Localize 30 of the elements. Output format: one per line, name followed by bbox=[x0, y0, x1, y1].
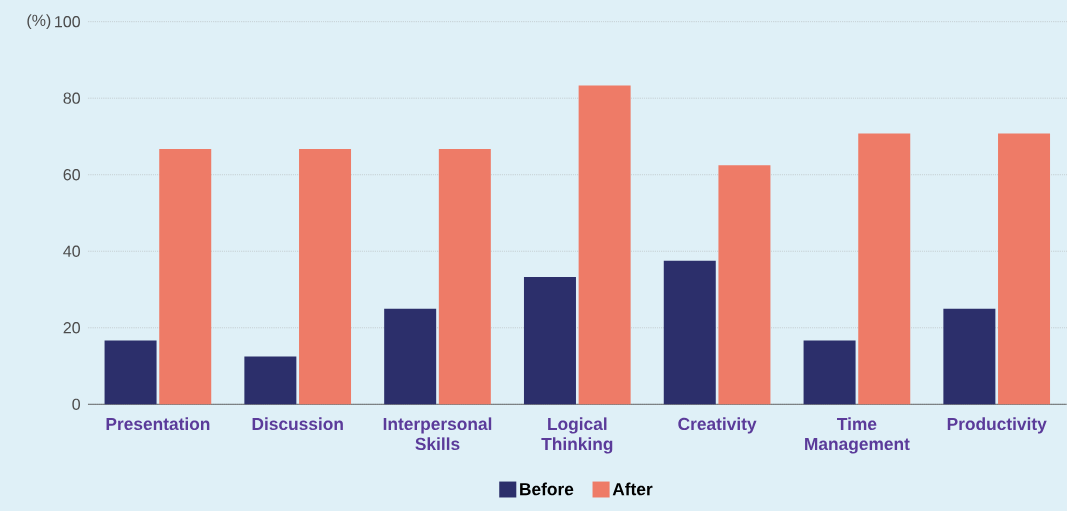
x-tick-label: Discussion bbox=[252, 417, 343, 431]
y-tick-label: 80 bbox=[63, 92, 80, 104]
bar bbox=[718, 165, 771, 405]
bar bbox=[578, 85, 631, 405]
x-tick-label: Presentation bbox=[106, 417, 210, 431]
x-tick-label: Productivity bbox=[947, 417, 1047, 434]
bar bbox=[858, 133, 911, 405]
x-tick-label: Interpersonal Skills bbox=[383, 417, 492, 451]
bar bbox=[663, 260, 716, 405]
legend-label: Before bbox=[520, 482, 574, 496]
bar bbox=[384, 308, 437, 405]
y-axis-title: (%) bbox=[27, 14, 51, 30]
bar bbox=[159, 149, 212, 405]
legend-label: After bbox=[612, 482, 653, 496]
bar bbox=[523, 276, 576, 405]
bar bbox=[803, 340, 856, 405]
bar bbox=[998, 133, 1051, 405]
x-tick-label: Logical Thinking bbox=[541, 417, 613, 454]
x-tick-label: Time Management bbox=[805, 417, 910, 454]
y-tick-label: 40 bbox=[63, 245, 80, 257]
y-tick-label: 0 bbox=[72, 398, 80, 410]
bar bbox=[104, 340, 157, 405]
y-tick-label: 100 bbox=[55, 16, 80, 28]
bar bbox=[438, 149, 491, 405]
y-tick-label: 20 bbox=[63, 322, 80, 334]
bar bbox=[244, 356, 297, 405]
x-tick-label: Creativity bbox=[678, 417, 757, 434]
y-tick-label: 60 bbox=[63, 169, 80, 181]
bar bbox=[299, 149, 352, 405]
bar bbox=[943, 308, 996, 405]
